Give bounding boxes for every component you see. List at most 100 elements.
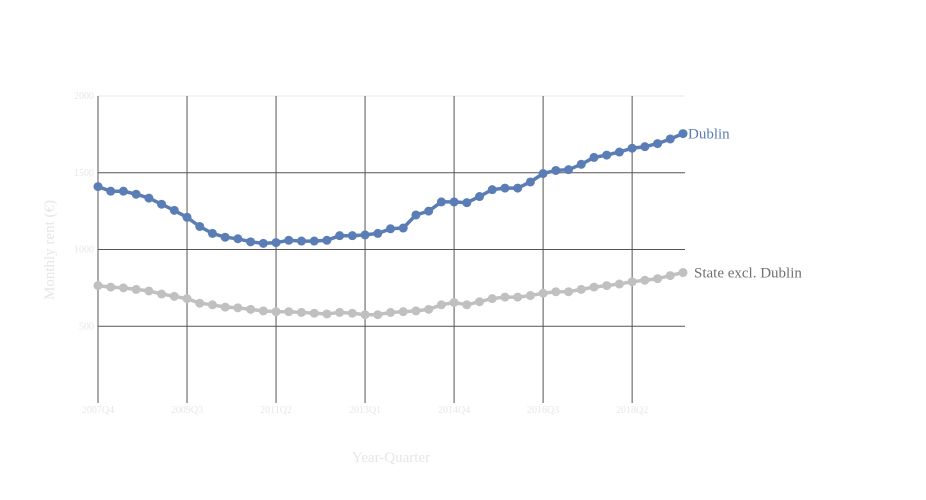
y-axis-title: Monthly rent (€) [42, 200, 58, 300]
x-tick-label: 2018Q2 [616, 405, 648, 416]
data-point [602, 150, 612, 160]
data-point [131, 284, 141, 294]
series-dublin: Dublin [93, 127, 730, 248]
data-point [271, 238, 281, 248]
data-point [513, 292, 523, 302]
data-point [220, 302, 230, 312]
data-point [157, 199, 167, 209]
data-point [309, 236, 319, 246]
data-point [233, 234, 243, 244]
data-point [157, 289, 167, 299]
data-point [220, 232, 230, 242]
data-point [398, 307, 408, 317]
data-point [449, 297, 459, 307]
data-point [296, 236, 306, 246]
data-point [118, 283, 128, 293]
data-point [627, 277, 637, 287]
series-label: State excl. Dublin [694, 266, 802, 282]
data-point [233, 303, 243, 313]
data-point [360, 230, 370, 240]
data-point [398, 223, 408, 233]
data-point [207, 228, 217, 238]
data-point [93, 281, 103, 291]
data-point [411, 210, 421, 220]
data-point [602, 281, 612, 291]
data-point [169, 291, 179, 301]
data-point [576, 284, 586, 294]
data-point [436, 300, 446, 310]
data-point [513, 183, 523, 193]
data-point [475, 297, 485, 307]
data-point [106, 186, 116, 196]
data-point [551, 165, 561, 175]
series-state-excl-dublin: State excl. Dublin [93, 266, 802, 320]
x-axis-title: Year-Quarter [352, 450, 430, 466]
data-point [360, 310, 370, 320]
data-point [551, 287, 561, 297]
data-point [258, 238, 268, 248]
data-point [118, 186, 128, 196]
data-point [576, 159, 586, 169]
data-point [665, 271, 675, 281]
data-point [335, 231, 345, 241]
data-point [640, 142, 650, 152]
data-point [296, 307, 306, 317]
data-point [144, 193, 154, 203]
y-tick-label: 500 [79, 321, 94, 332]
x-tick-label: 2007Q4 [82, 405, 114, 416]
y-tick-label: 2000 [74, 91, 94, 102]
data-point [589, 152, 599, 162]
data-point [424, 206, 434, 216]
data-point [678, 129, 688, 139]
x-tick-labels: 2007Q4 2009Q3 2011Q2 2013Q1 2014Q4 2016Q3 2018… [82, 405, 648, 416]
series-label: Dublin [688, 127, 730, 143]
data-point [195, 221, 205, 231]
data-point [207, 300, 217, 310]
data-point [475, 192, 485, 202]
x-tick-label: 2011Q2 [260, 405, 292, 416]
data-point [258, 306, 268, 316]
data-point [411, 306, 421, 316]
data-point [93, 182, 103, 192]
x-tick-label: 2013Q1 [349, 405, 381, 416]
data-point [131, 189, 141, 199]
data-point [500, 183, 510, 193]
data-point [373, 228, 383, 238]
data-point [436, 197, 446, 207]
data-point [144, 286, 154, 296]
data-point [182, 212, 192, 222]
data-point [309, 308, 319, 318]
data-point [335, 307, 345, 317]
data-point [246, 237, 256, 247]
data-point [653, 139, 663, 149]
series-group: Dublin State excl. Dublin [93, 127, 802, 320]
y-tick-label: 1000 [74, 245, 94, 256]
data-point [284, 235, 294, 245]
x-tick-label: 2014Q4 [438, 405, 470, 416]
data-point [678, 268, 688, 278]
data-point [538, 288, 548, 298]
data-point [462, 300, 472, 310]
data-point [462, 198, 472, 208]
data-point [525, 177, 535, 187]
data-point [386, 307, 395, 317]
data-point [449, 197, 459, 207]
data-point [665, 134, 675, 144]
data-point [347, 308, 357, 318]
data-point [614, 147, 624, 157]
y-tick-label: 1500 [74, 168, 94, 179]
data-point [589, 282, 599, 292]
data-point [614, 279, 624, 289]
data-point [487, 294, 497, 304]
data-point [564, 165, 574, 175]
data-point [500, 292, 510, 302]
x-tick-label: 2016Q3 [527, 405, 559, 416]
data-point [627, 143, 637, 153]
data-point [271, 307, 281, 317]
data-point [347, 231, 357, 241]
data-point [424, 304, 434, 314]
data-point [373, 310, 383, 320]
x-tick-label: 2009Q3 [171, 405, 203, 416]
grid [97, 95, 685, 403]
